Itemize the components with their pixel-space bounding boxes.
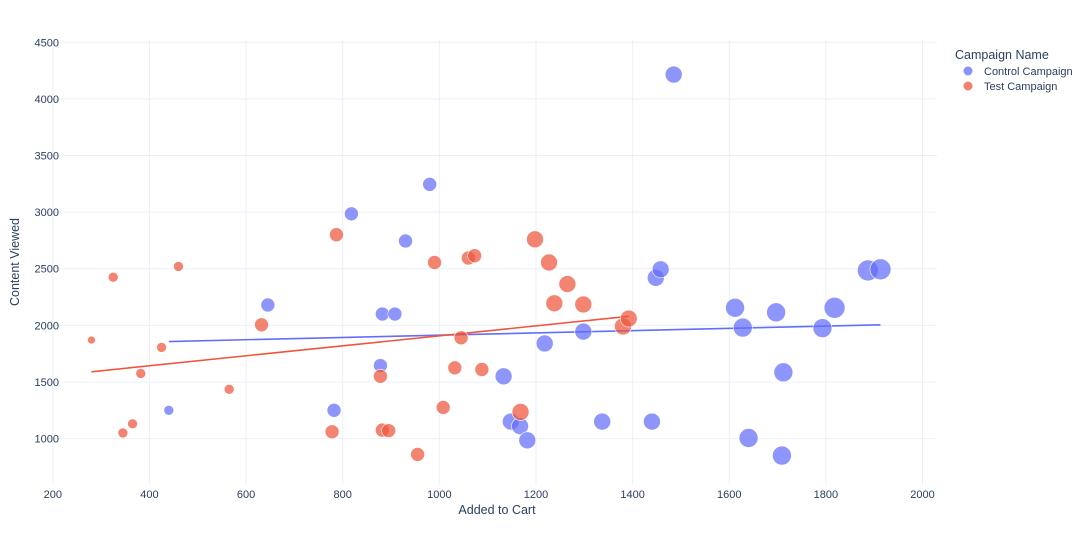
control-campaign-point[interactable] [738, 428, 759, 448]
x-tick-label: 1600 [717, 489, 741, 501]
y-axis-title: Content Viewed [8, 218, 22, 306]
control-campaign-point[interactable] [766, 302, 786, 323]
test-campaign-point[interactable] [526, 230, 544, 249]
control-campaign-point[interactable] [398, 233, 413, 249]
control-campaign-point[interactable] [593, 412, 611, 431]
test-campaign-point[interactable] [373, 368, 388, 384]
x-tick-label: 1000 [427, 489, 451, 501]
x-tick-label: 1800 [814, 489, 838, 501]
control-campaign-point[interactable] [574, 322, 593, 341]
x-tick-label: 2000 [910, 489, 934, 501]
control-campaign-point[interactable] [326, 402, 342, 418]
test-campaign-point[interactable] [558, 275, 577, 293]
test-campaign-point[interactable] [453, 330, 469, 346]
control-campaign-point[interactable] [518, 431, 537, 450]
data-points [87, 65, 892, 466]
y-tick-label: 1000 [35, 434, 59, 446]
control-campaign-point[interactable] [772, 445, 792, 466]
control-campaign-point[interactable] [260, 297, 276, 313]
control-campaign-point[interactable] [163, 404, 175, 416]
y-tick-label: 3500 [35, 150, 59, 162]
legend-title: Campaign Name [955, 48, 1049, 62]
test-campaign-point[interactable] [381, 423, 396, 438]
gridlines [48, 40, 937, 485]
control-campaign-point[interactable] [725, 297, 745, 318]
legend-marker-control [963, 66, 973, 76]
test-campaign-trendline [91, 315, 629, 373]
x-tick-label: 1400 [620, 489, 644, 501]
test-campaign-point[interactable] [574, 295, 593, 314]
test-campaign-point[interactable] [435, 400, 451, 415]
legend-label-test: Test Campaign [984, 81, 1057, 93]
legend-label-control: Control Campaign [984, 66, 1073, 78]
test-campaign-point[interactable] [447, 360, 463, 376]
test-campaign-point[interactable] [156, 342, 167, 353]
test-campaign-point[interactable] [329, 227, 344, 243]
x-tick-label: 600 [237, 489, 255, 501]
legend-item-test[interactable]: Test Campaign [963, 81, 1058, 93]
y-axis-ticks: 1000 1500 2000 2500 3000 3500 4000 4500 [35, 37, 59, 445]
test-campaign-point[interactable] [117, 427, 129, 439]
test-campaign-point[interactable] [87, 335, 96, 345]
legend-item-control[interactable]: Control Campaign [963, 66, 1073, 78]
control-campaign-trendline [168, 323, 881, 343]
test-campaign-point[interactable] [545, 294, 564, 313]
control-campaign-point[interactable] [494, 367, 513, 386]
control-campaign-point[interactable] [651, 260, 670, 279]
control-campaign-point[interactable] [869, 258, 892, 281]
y-tick-label: 4500 [35, 37, 59, 49]
y-tick-label: 4000 [35, 94, 59, 106]
legend-marker-test [963, 81, 973, 91]
test-campaign-point[interactable] [324, 424, 340, 440]
x-tick-label: 400 [140, 489, 158, 501]
x-tick-label: 800 [334, 489, 352, 501]
control-campaign-point[interactable] [422, 177, 437, 192]
test-campaign-point[interactable] [254, 317, 269, 333]
test-campaign-point[interactable] [127, 418, 138, 430]
control-campaign-point[interactable] [664, 65, 683, 84]
control-campaign-point[interactable] [387, 306, 403, 322]
control-campaign-point[interactable] [344, 206, 359, 222]
control-campaign-point[interactable] [823, 296, 846, 319]
test-campaign-point[interactable] [427, 255, 442, 270]
control-campaign-point[interactable] [535, 334, 554, 353]
control-campaign-point[interactable] [812, 318, 833, 338]
y-tick-label: 3000 [35, 207, 59, 219]
legend: Campaign Name Control Campaign Test Camp… [955, 48, 1073, 93]
test-campaign-point[interactable] [540, 253, 558, 272]
test-campaign-point[interactable] [135, 368, 147, 379]
control-campaign-point[interactable] [732, 317, 753, 338]
control-campaign-point[interactable] [643, 412, 661, 431]
test-campaign-point[interactable] [474, 362, 490, 377]
control-campaign-point[interactable] [773, 362, 794, 383]
x-axis-ticks: 200 400 600 800 1000 1200 1400 1600 1800 2000 [44, 489, 935, 501]
test-campaign-point[interactable] [511, 403, 530, 421]
y-tick-label: 1500 [35, 377, 59, 389]
trendlines [91, 315, 881, 373]
test-campaign-point[interactable] [619, 309, 638, 328]
test-campaign-point[interactable] [467, 248, 482, 264]
test-campaign-point[interactable] [223, 384, 235, 395]
test-campaign-point[interactable] [410, 447, 425, 462]
test-campaign-point[interactable] [173, 261, 184, 272]
x-tick-label: 200 [44, 489, 62, 501]
y-tick-label: 2500 [35, 264, 59, 276]
x-axis-title: Added to Cart [458, 503, 536, 517]
x-tick-label: 1200 [524, 489, 548, 501]
test-campaign-point[interactable] [107, 271, 119, 283]
control-campaign-point[interactable] [375, 306, 390, 322]
y-tick-label: 2000 [35, 320, 59, 332]
